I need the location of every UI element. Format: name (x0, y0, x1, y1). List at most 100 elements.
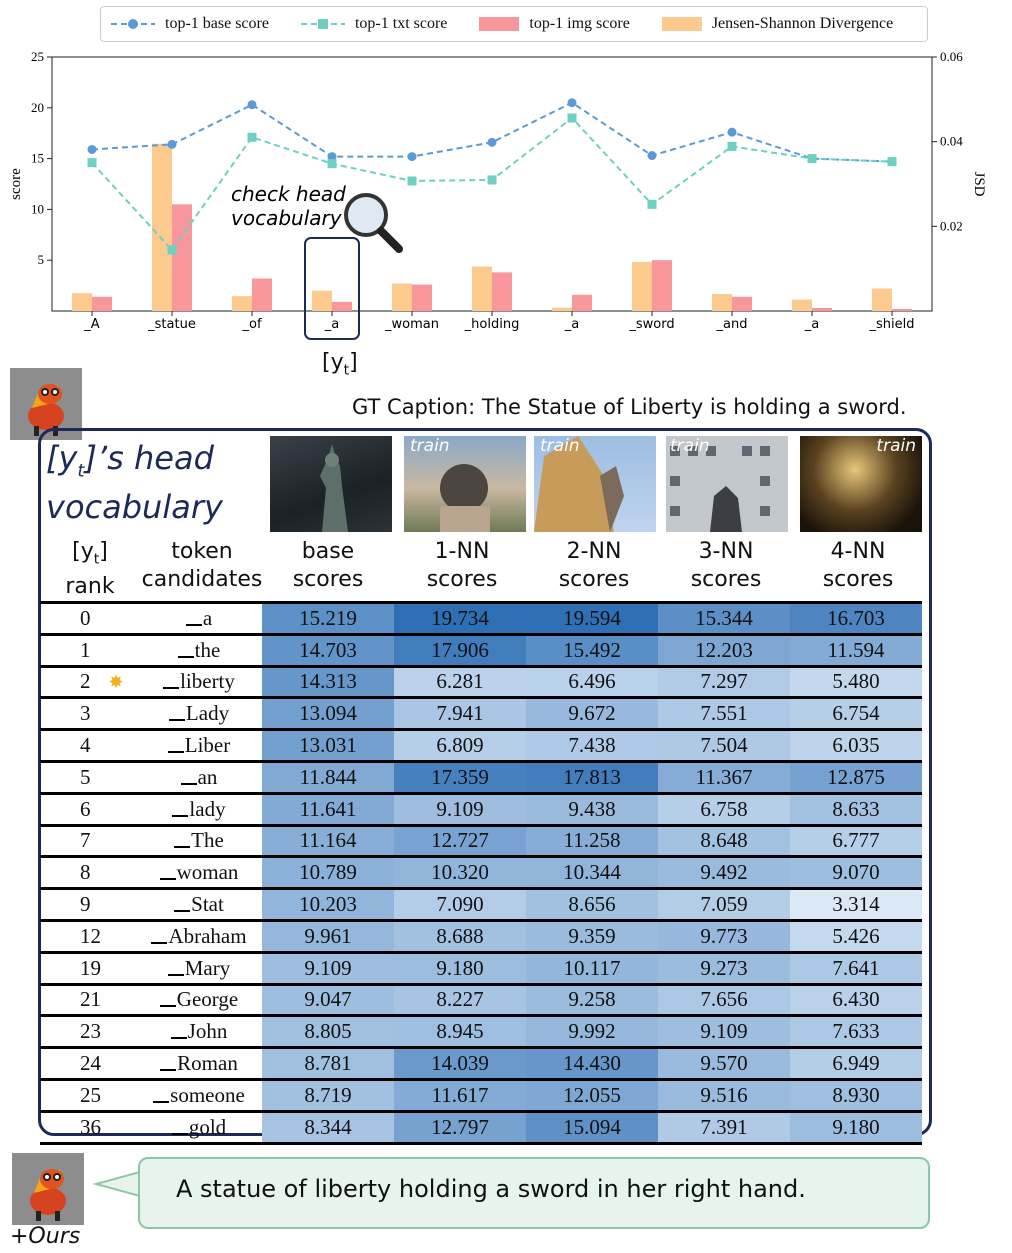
token-cell: Stat (136, 888, 262, 922)
score-cell: 13.031 (262, 729, 394, 763)
y-tick-label: 25 (31, 49, 44, 64)
legend-label: top-1 txt score (354, 15, 448, 32)
score-cell: 12.797 (394, 1111, 526, 1145)
score-cell: 19.594 (526, 601, 658, 636)
img-score-bar (412, 284, 432, 311)
img-score-bar (652, 260, 672, 311)
txt-score-point (327, 159, 337, 169)
score-cell: 5.480 (790, 666, 922, 700)
rank-cell: 25 (40, 1079, 136, 1113)
score-cell: 11.844 (262, 761, 394, 795)
score-cell: 15.094 (526, 1111, 658, 1145)
x-tick-label: _a (804, 317, 819, 332)
txt-score-point (807, 154, 817, 164)
score-cell: 11.617 (394, 1079, 526, 1113)
score-cell: 14.703 (262, 634, 394, 668)
txt-score-point (487, 175, 497, 185)
table-row: 4 Liber 13.031 6.809 7.438 7.504 6.035 (40, 729, 922, 763)
y-tick-label: 10 (31, 201, 44, 216)
table-row: 21 George 9.047 8.227 9.258 7.656 6.430 (40, 984, 922, 1018)
score-cell: 19.734 (394, 601, 526, 636)
jsd-bar (552, 307, 572, 311)
img-score-bar (732, 296, 752, 311)
gt-caption: GT Caption: The Statue of Liberty is hol… (352, 395, 907, 419)
table-row: 19 Mary 9.109 9.180 10.117 9.273 7.641 (40, 952, 922, 986)
table-row: 6 lady 11.641 9.109 9.438 6.758 8.633 (40, 793, 922, 827)
score-cell: 9.109 (658, 1015, 790, 1050)
img-score-bar (492, 272, 512, 311)
table-row: 7 The 11.164 12.727 11.258 8.648 6.777 (40, 825, 922, 859)
score-cell: 7.391 (658, 1111, 790, 1145)
token-cell: an (136, 761, 262, 795)
txt-score-point (727, 141, 737, 151)
token-cell: John (136, 1015, 262, 1050)
x-tick-label: _shield (869, 317, 915, 332)
token-cell: Liber (136, 729, 262, 763)
score-cell: 6.430 (790, 984, 922, 1018)
y-axis-label: score (8, 168, 24, 200)
img-score-bar (812, 307, 832, 311)
score-cell: 6.777 (790, 825, 922, 859)
rank-cell: 23 (40, 1015, 136, 1050)
jsd-bar (312, 290, 332, 311)
jsd-bar (632, 261, 652, 311)
y-tick-label: 20 (31, 100, 44, 115)
token-cell: someone (136, 1079, 262, 1113)
head-vocabulary-title: [yt]’s head vocabulary (46, 439, 223, 527)
base-score-point (487, 137, 497, 147)
x-tick-label: _of (241, 317, 261, 332)
token-cell: Abraham (136, 920, 262, 954)
score-cell: 11.594 (790, 634, 922, 668)
score-cell: 6.035 (790, 729, 922, 763)
y2-tick-label: 0.04 (940, 134, 963, 149)
star-icon: ✸ (108, 672, 124, 693)
magnifier-icon (344, 193, 388, 237)
score-cell: 9.672 (526, 697, 658, 732)
table-row: 1 the 14.703 17.906 15.492 12.203 11.594 (40, 634, 922, 668)
txt-score-point (247, 132, 257, 142)
ours-caption-bubble: A statue of liberty holding a sword in h… (138, 1157, 930, 1229)
legend-label: top-1 img score (529, 15, 630, 32)
col-header-3nn: 3-NN scores (690, 539, 762, 592)
rank-cell: 9 (40, 888, 136, 922)
legend-item: Jensen-Shannon Divergence (661, 15, 893, 33)
score-cell: 11.258 (526, 825, 658, 859)
score-cell: 9.359 (526, 920, 658, 954)
score-cell: 8.688 (394, 920, 526, 954)
img-score-bar (572, 294, 592, 311)
score-cell: 7.090 (394, 888, 526, 922)
txt-score-point (87, 158, 97, 168)
ours-caption-text: A statue of liberty holding a sword in h… (176, 1175, 806, 1203)
score-cell: 3.314 (790, 888, 922, 922)
rank-cell: 36 (40, 1111, 136, 1145)
jsd-bar (72, 293, 92, 311)
score-cell: 11.164 (262, 825, 394, 859)
rank-cell: 12 (40, 920, 136, 954)
score-cell: 11.367 (658, 761, 790, 795)
nn2-image: train (534, 436, 656, 532)
table-row: 23 John 8.805 8.945 9.992 9.109 7.633 (40, 1015, 922, 1050)
table-row: 3 Lady 13.094 7.941 9.672 7.551 6.754 (40, 697, 922, 732)
table-row: 12 Abraham 9.961 8.688 9.359 9.773 5.426 (40, 920, 922, 954)
bubble-pointer (92, 1171, 141, 1197)
score-cell: 9.109 (394, 793, 526, 827)
rank-cell: 6 (40, 793, 136, 827)
rank-cell: 1 (40, 634, 136, 668)
table-row: 24 Roman 8.781 14.039 14.430 9.570 6.949 (40, 1047, 922, 1081)
nn3-image: train (666, 436, 788, 532)
score-cell: 8.719 (262, 1079, 394, 1113)
score-cell: 9.570 (658, 1047, 790, 1081)
x-tick-label: _woman (384, 317, 439, 332)
token-cell: the (136, 634, 262, 668)
score-cell: 9.438 (526, 793, 658, 827)
y2-tick-label: 0.06 (940, 49, 963, 64)
table-row: 36 gold 8.344 12.797 15.094 7.391 9.180 (40, 1111, 922, 1145)
y-tick-label: 15 (31, 151, 44, 166)
legend-label: top-1 base score (165, 15, 269, 32)
ours-label: +Ours (10, 1224, 81, 1249)
table-row: 9 Stat 10.203 7.090 8.656 7.059 3.314 (40, 888, 922, 922)
highlight-box (304, 237, 360, 340)
score-cell: 9.180 (790, 1111, 922, 1145)
annotation-line2: vocabulary (231, 206, 343, 230)
score-cell: 9.773 (658, 920, 790, 954)
